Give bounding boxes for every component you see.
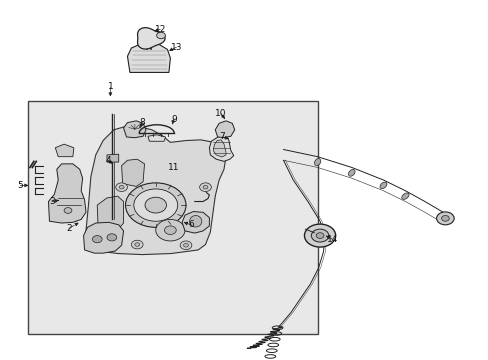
Circle shape — [116, 183, 127, 192]
Circle shape — [311, 229, 328, 242]
Circle shape — [125, 183, 185, 227]
Circle shape — [145, 197, 166, 213]
Circle shape — [304, 224, 335, 247]
Polygon shape — [55, 144, 74, 157]
Text: 8: 8 — [139, 118, 144, 127]
Text: 13: 13 — [170, 43, 182, 52]
Polygon shape — [97, 196, 123, 232]
Polygon shape — [137, 28, 165, 49]
Polygon shape — [148, 135, 165, 141]
Polygon shape — [86, 126, 225, 255]
Text: 7: 7 — [219, 132, 225, 141]
Ellipse shape — [401, 193, 408, 199]
Text: 6: 6 — [187, 220, 193, 229]
Text: 9: 9 — [171, 114, 176, 123]
Polygon shape — [83, 222, 123, 253]
Circle shape — [164, 226, 176, 234]
Polygon shape — [209, 135, 233, 161]
Circle shape — [92, 235, 102, 243]
Polygon shape — [122, 159, 144, 186]
Polygon shape — [182, 212, 209, 233]
Circle shape — [436, 212, 453, 225]
Circle shape — [156, 32, 165, 39]
Ellipse shape — [314, 158, 320, 166]
Circle shape — [64, 208, 72, 213]
Text: 1: 1 — [107, 82, 113, 91]
Text: 10: 10 — [215, 109, 226, 118]
Circle shape — [131, 240, 143, 249]
Polygon shape — [213, 140, 225, 157]
Ellipse shape — [379, 182, 386, 189]
Text: 11: 11 — [168, 163, 179, 172]
Circle shape — [119, 185, 124, 189]
Circle shape — [441, 216, 448, 221]
Polygon shape — [107, 154, 119, 162]
Polygon shape — [123, 121, 146, 138]
Bar — [27, 101, 317, 334]
Ellipse shape — [189, 216, 202, 227]
Polygon shape — [127, 43, 170, 72]
Circle shape — [135, 243, 140, 246]
Circle shape — [203, 185, 207, 189]
Polygon shape — [48, 164, 86, 223]
Text: 2: 2 — [66, 224, 72, 233]
Polygon shape — [215, 121, 234, 138]
Circle shape — [134, 189, 177, 221]
Text: 5: 5 — [17, 181, 23, 190]
Circle shape — [183, 243, 188, 247]
Ellipse shape — [348, 170, 354, 176]
Circle shape — [107, 234, 117, 241]
Circle shape — [199, 183, 211, 192]
Circle shape — [316, 233, 324, 238]
Circle shape — [180, 241, 191, 249]
Text: 12: 12 — [154, 25, 165, 34]
Text: 14: 14 — [326, 235, 337, 244]
Text: 4: 4 — [105, 156, 111, 165]
Circle shape — [156, 220, 184, 241]
Text: 3: 3 — [49, 197, 55, 206]
